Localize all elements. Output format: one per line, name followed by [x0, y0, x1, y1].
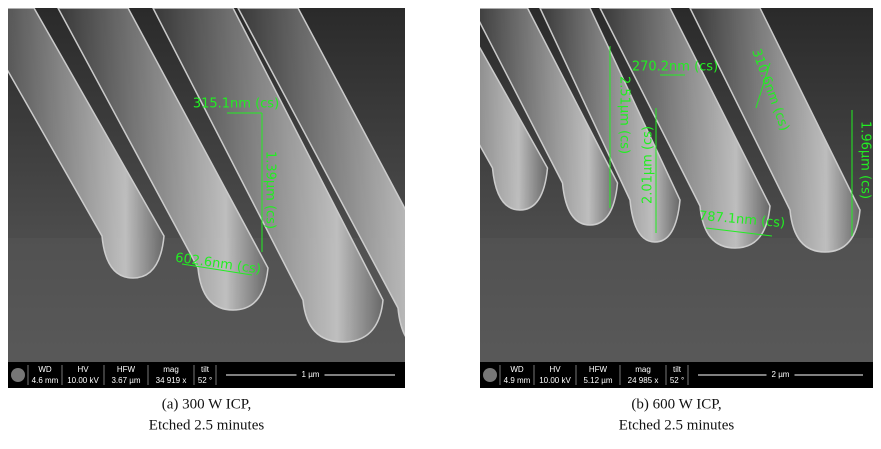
info-label: HFW — [117, 365, 136, 374]
info-value: 4.6 mm — [32, 376, 59, 385]
info-value: 3.67 µm — [111, 376, 140, 385]
info-label: tilt — [201, 365, 210, 374]
sem-image — [0, 8, 458, 362]
info-label: WD — [38, 365, 52, 374]
info-value: 52 ° — [198, 376, 212, 385]
substrate — [480, 238, 873, 362]
panel: 315.1nm (cs)1.39µm (cs)602.6nm (cs)WD4.6… — [0, 8, 458, 433]
info-label: tilt — [673, 365, 682, 374]
figure: 315.1nm (cs)1.39µm (cs)602.6nm (cs)WD4.6… — [0, 0, 881, 444]
scale-label: 2 µm — [772, 370, 790, 379]
logo — [11, 368, 25, 382]
info-value: 52 ° — [670, 376, 684, 385]
info-label: mag — [163, 365, 179, 374]
info-value: 10.00 kV — [539, 376, 571, 385]
caption-line: (b) 600 W ICP, — [631, 396, 721, 412]
info-value: 10.00 kV — [67, 376, 99, 385]
scale-label: 1 µm — [302, 370, 320, 379]
info-label: WD — [510, 365, 524, 374]
logo — [483, 368, 497, 382]
info-bar: WD 4.9 mm HV 10.00 kV HFW 5.12 µm mag 24 985 x t… — [480, 362, 873, 388]
info-label: HV — [549, 365, 561, 374]
measurement-label: 270.2nm (cs) — [632, 60, 718, 75]
info-label: HV — [77, 365, 89, 374]
measurement-label: 2.51µm (cs) — [617, 76, 632, 154]
measurement-label: 1.96µm (cs) — [858, 121, 873, 199]
caption-line: Etched 2.5 minutes — [149, 417, 265, 433]
info-value: 24 985 x — [628, 376, 659, 385]
info-value: 4.9 mm — [504, 376, 531, 385]
info-value: 5.12 µm — [583, 376, 612, 385]
caption-line: Etched 2.5 minutes — [619, 417, 735, 433]
panel: 270.2nm (cs)2.51µm (cs)310.6nm (cs)2.01µ… — [403, 8, 874, 433]
info-bar: WD 4.6 mm HV 10.00 kV HFW 3.67 µm mag 34 919 x t… — [8, 362, 405, 388]
measurement-label: 315.1nm (cs) — [193, 97, 279, 112]
caption-line: (a) 300 W ICP, — [162, 396, 251, 412]
info-value: 34 919 x — [156, 376, 187, 385]
info-label: mag — [635, 365, 651, 374]
info-label: HFW — [589, 365, 608, 374]
measurement-label: 2.01µm (cs) — [641, 126, 656, 204]
measurement-label: 1.39µm (cs) — [263, 151, 278, 229]
